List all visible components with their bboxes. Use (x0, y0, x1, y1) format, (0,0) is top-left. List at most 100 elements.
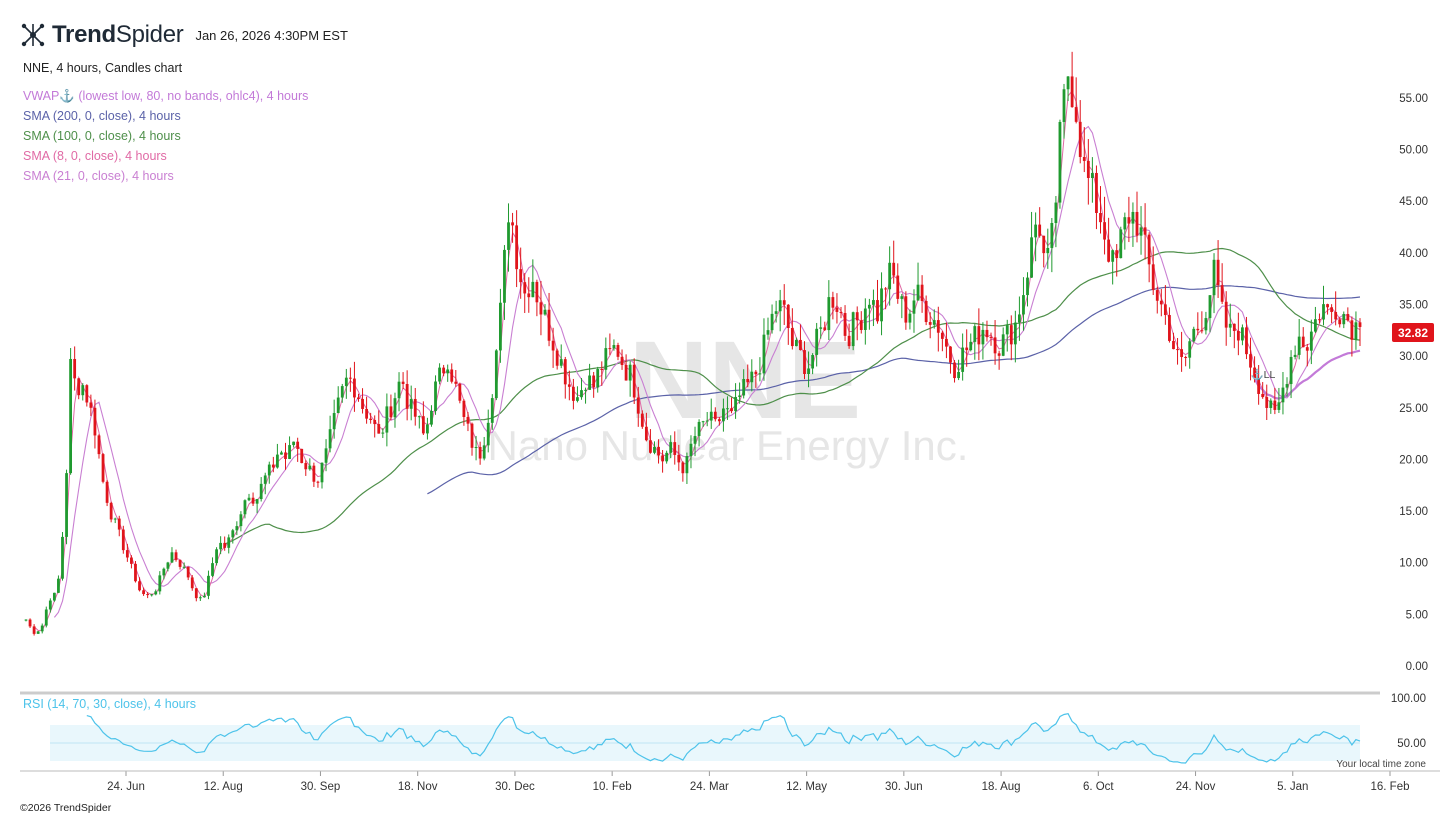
candle-body (405, 384, 409, 409)
candle-body (158, 575, 162, 592)
candle-body (385, 406, 389, 433)
candle-body (85, 385, 89, 403)
candle-body (1131, 211, 1135, 224)
candle-body (1009, 325, 1013, 345)
candle-body (284, 452, 287, 459)
candle-body (1127, 217, 1131, 224)
candle-body (1269, 400, 1273, 408)
candle-body (1188, 341, 1192, 358)
candle-body (1001, 334, 1005, 356)
candle-body (839, 311, 843, 313)
candle-body (730, 408, 733, 412)
candle-body (280, 452, 283, 455)
candle-body (288, 445, 291, 459)
candle-body (770, 313, 774, 331)
candle-body (584, 389, 587, 391)
copyright: ©2026 TrendSpider (20, 802, 112, 814)
candle-body (738, 395, 742, 397)
rsi-line-group (86, 713, 1361, 764)
candle-body (308, 465, 312, 470)
candle-body (1212, 259, 1216, 296)
candle-body (105, 481, 109, 503)
candle-body (786, 304, 790, 328)
candle-body (243, 500, 247, 515)
candle-body (872, 300, 875, 305)
candle-body (1034, 224, 1038, 238)
x-tick-label: 6. Oct (1083, 781, 1114, 793)
candle-body (1042, 235, 1046, 254)
watermark-company: Nano Nuclear Energy Inc. (488, 422, 969, 469)
candle-body (1090, 172, 1094, 178)
candle-body (831, 297, 835, 308)
candle-body (1172, 340, 1175, 350)
candle-body (555, 350, 559, 366)
candle-body (312, 465, 316, 482)
candle-body (571, 386, 575, 401)
candle-body (624, 365, 628, 381)
candle-body (478, 446, 482, 459)
symbol-description: NNE, 4 hours, Candles chart (23, 61, 183, 75)
candle-body (207, 575, 210, 596)
candle-body (61, 536, 64, 579)
indicator-sma-100[interactable]: SMA (100, 0, close), 4 hours (23, 129, 181, 143)
candle-body (194, 588, 198, 599)
candle-body (689, 443, 693, 457)
candle-body (953, 362, 956, 379)
candle-body (644, 426, 648, 441)
candle-body (113, 518, 117, 520)
candle-body (454, 381, 458, 384)
candle-body (726, 408, 729, 410)
candle-body (1107, 239, 1111, 262)
candle-body (1103, 222, 1106, 240)
indicator-sma-200[interactable]: SMA (200, 0, close), 4 hours (23, 109, 181, 123)
candle-body (44, 609, 48, 626)
candle-body (576, 397, 579, 401)
candle-body (1005, 325, 1009, 335)
candle-body (527, 293, 531, 298)
chart-timestamp: Jan 26, 2026 4:30PM EST (195, 27, 348, 43)
candle-body (271, 464, 275, 468)
y-tick-label: 15.00 (1399, 506, 1428, 518)
candle-body (867, 304, 871, 309)
candle-body (677, 454, 681, 463)
candle-body (750, 371, 754, 383)
candle-body (1342, 313, 1346, 325)
candle-body (81, 385, 85, 396)
candle-body (851, 312, 855, 347)
candle-body (515, 225, 519, 270)
indicator-vwap[interactable]: VWAP⚓ (lowest low, 80, no bands, ohlc4),… (23, 89, 309, 103)
candle-body (93, 407, 97, 436)
candle-body (981, 329, 985, 345)
candle-body (673, 442, 677, 455)
candle-body (458, 383, 462, 401)
candle-body (924, 300, 928, 323)
candle-body (365, 408, 368, 419)
candle-body (377, 424, 381, 434)
candle-body (421, 416, 425, 434)
candle-body (961, 347, 965, 372)
candle-body (1176, 349, 1179, 351)
candle-body (993, 337, 997, 354)
candle-body (57, 578, 60, 593)
candle-body (539, 302, 543, 315)
candle-body (166, 562, 170, 569)
candle-body (263, 475, 267, 484)
candle-body (693, 436, 697, 444)
indicator-sma-21[interactable]: SMA (21, 0, close), 4 hours (23, 169, 174, 183)
candle-body (612, 345, 616, 349)
candle-body (134, 563, 137, 582)
candle-body (162, 568, 166, 576)
rsi-indicator-label[interactable]: RSI (14, 70, 30, close), 4 hours (23, 697, 197, 711)
candle-body (588, 375, 592, 390)
candle-body (1030, 237, 1033, 278)
candle-body (40, 625, 44, 632)
indicator-sma-8[interactable]: SMA (8, 0, close), 4 hours (23, 149, 167, 163)
candle-body (746, 378, 750, 383)
candle-body (567, 384, 571, 387)
candle-body (936, 320, 940, 333)
candle-body (1099, 213, 1102, 223)
candle-body (450, 369, 454, 382)
timezone-note: Your local time zone (1336, 759, 1426, 770)
candle-body (835, 307, 839, 312)
